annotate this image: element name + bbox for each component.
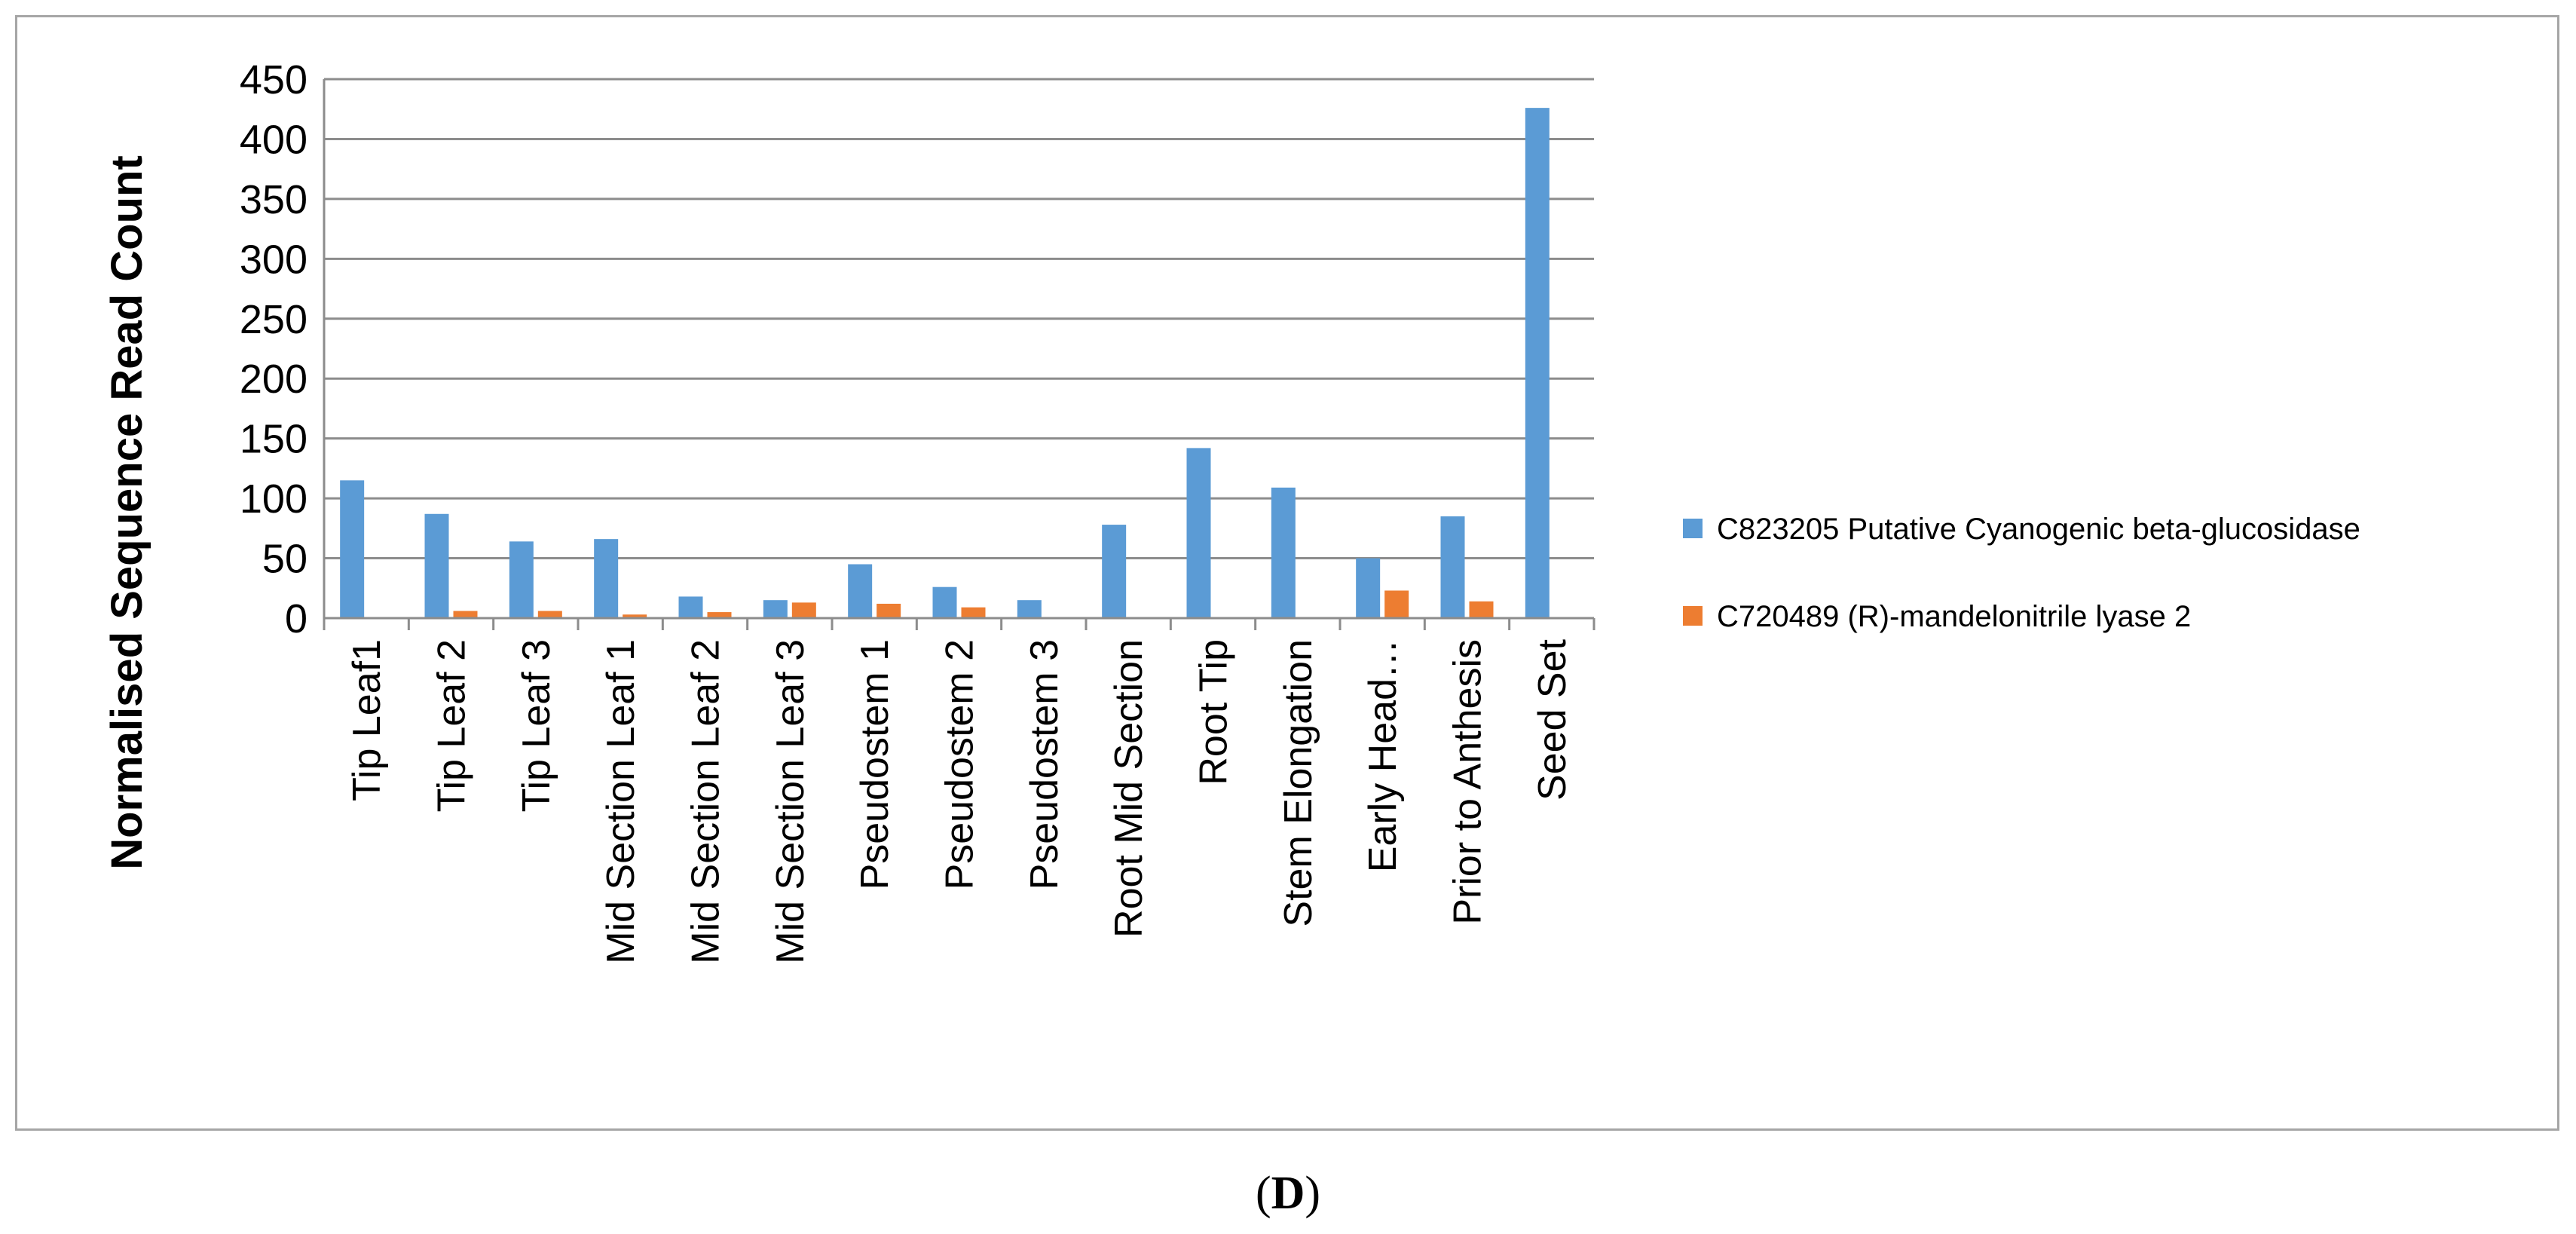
y-axis-title: Normalised Sequence Read Count [102,155,151,870]
panel-label-close: ) [1305,1168,1320,1219]
y-tick-label: 400 [240,117,307,162]
legend-label-series-1: C823205 Putative Cyanogenic beta-glucosi… [1717,513,2360,546]
bar-series-1 [1525,108,1550,619]
bar-series-1 [1271,487,1296,618]
y-tick-label: 350 [240,177,307,222]
x-category-label: Mid Section Leaf 2 [684,639,728,964]
y-tick-label: 0 [285,596,307,641]
legend: C823205 Putative Cyanogenic beta-glucosi… [1683,513,2360,633]
bar-series-1 [763,600,788,618]
bars [340,108,1550,619]
panel-label-open: ( [1256,1168,1271,1219]
bar-series-2 [453,611,478,618]
bar-series-2 [961,607,986,618]
bar-series-1 [848,564,873,618]
x-category-label: Tip Leaf1 [345,639,389,801]
bar-series-1 [932,586,957,618]
bar-series-1 [1186,448,1211,618]
bar-series-2 [1384,590,1409,618]
chart-frame [15,15,2559,1131]
x-category-label: Tip Leaf 3 [515,639,558,812]
x-category-label: Root Mid Section [1107,639,1151,938]
y-tick-label: 250 [240,297,307,342]
bar-series-1 [1102,525,1127,618]
legend-label-series-2: C720489 (R)-mandelonitrile lyase 2 [1717,600,2191,633]
bar-series-1 [509,541,534,618]
bar-series-1 [340,480,365,618]
bar-series-1 [1356,558,1381,618]
x-category-label: Early Head… [1361,639,1405,872]
x-category-label: Seed Set [1531,638,1574,800]
bar-series-2 [1469,601,1494,618]
panel-label: (D) [1256,1168,1320,1219]
bar-series-1 [678,596,703,618]
x-category-labels: Tip Leaf1 Tip Leaf 2 Tip Leaf 3 Mid Section… [345,638,1574,963]
y-tick-label: 200 [240,357,307,402]
bar-series-2 [537,611,562,618]
bar-series-2 [623,614,647,618]
y-tick-label: 50 [262,537,307,582]
x-category-label: Mid Section Leaf 3 [769,639,812,964]
bar-series-1 [1017,600,1042,618]
grid-lines [324,78,1594,560]
y-tick-label: 100 [240,476,307,522]
legend-swatch-series-2 [1683,606,1703,626]
x-category-label: Root Tip [1192,639,1236,785]
bar-series-2 [877,603,901,618]
bar-series-1 [1440,516,1465,618]
bar-series-2 [707,612,732,618]
legend-swatch-series-1 [1683,519,1703,538]
y-tick-labels: 0 50 100 150 200 250 300 350 400 450 [240,57,307,641]
x-category-label: Stem Elongation [1277,639,1320,927]
x-category-label: Pseudostem 1 [853,639,897,890]
y-tick-label: 150 [240,417,307,462]
panel-label-letter: D [1271,1168,1305,1219]
x-category-label: Mid Section Leaf 1 [599,639,643,964]
x-category-label: Pseudostem 3 [1023,639,1066,890]
x-category-label: Tip Leaf 2 [430,639,474,812]
bar-series-2 [791,602,816,618]
x-category-label: Prior to Anthesis [1446,639,1490,925]
y-tick-label: 300 [240,237,307,282]
bar-series-1 [594,539,619,618]
bar-series-1 [424,513,449,618]
x-category-label: Pseudostem 2 [938,639,982,890]
y-tick-label: 450 [240,57,307,103]
axes [323,79,1595,630]
